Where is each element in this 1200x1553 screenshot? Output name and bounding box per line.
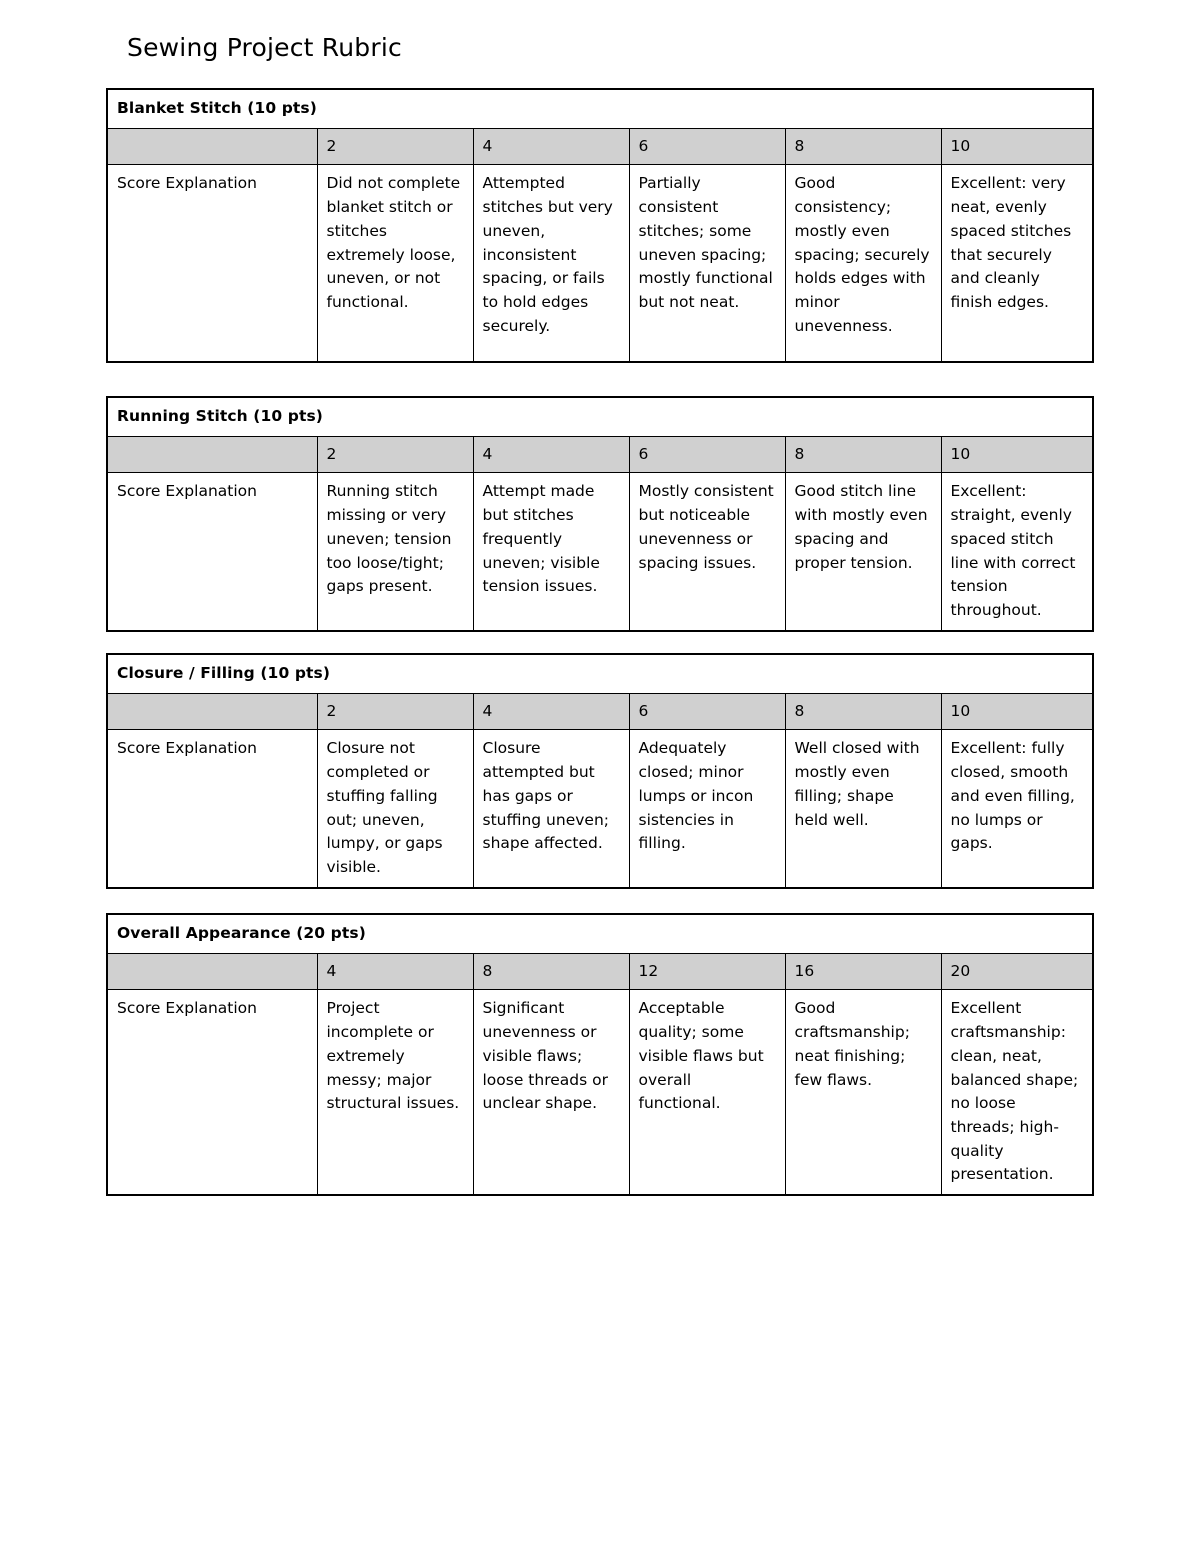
row-label: Score Explanation (106, 472, 318, 632)
descriptor-cell-2: Attempt made but stitches frequently une… (472, 472, 630, 632)
descriptor-cell-5: Excellent: straight, evenly spaced stitc… (940, 472, 1094, 632)
descriptor-cell-3: Acceptable quality; some visible flaws b… (628, 989, 786, 1196)
row-label: Score Explanation (106, 989, 318, 1196)
descriptor-cell-3: Adequately closed; minor lumps or incon … (628, 729, 786, 889)
score-header-blank (106, 692, 318, 731)
score-header-blank (106, 952, 318, 991)
rubric-table-closure-filling: Closure / Filling (10 pts) 2 4 6 8 10 Sc… (106, 653, 1095, 889)
descriptor-cell-5: Excellent: fully closed, smooth and even… (940, 729, 1094, 889)
score-header-5: 10 (940, 127, 1094, 166)
score-header-row: 4 8 12 16 20 (106, 952, 1094, 991)
score-header-row: 2 4 6 8 10 (106, 692, 1094, 731)
score-header-2: 8 (472, 952, 630, 991)
score-header-5: 10 (940, 692, 1094, 731)
section-title: Closure / Filling (10 pts) (106, 653, 1094, 694)
table-row: Score Explanation Project incomplete or … (106, 989, 1094, 1196)
row-label: Score Explanation (106, 729, 318, 889)
score-header-4: 8 (784, 435, 942, 474)
score-header-row: 2 4 6 8 10 (106, 127, 1094, 166)
score-header-1: 2 (316, 127, 474, 166)
score-header-4: 8 (784, 692, 942, 731)
rubric-table-overall-appearance: Overall Appearance (20 pts) 4 8 12 16 20… (106, 913, 1095, 1197)
rubric-table-blanket-stitch: Blanket Stitch (10 pts) 2 4 6 8 10 Score… (106, 88, 1095, 364)
section-title: Blanket Stitch (10 pts) (106, 88, 1094, 129)
score-header-2: 4 (472, 127, 630, 166)
score-header-4: 16 (784, 952, 942, 991)
score-header-blank (106, 435, 318, 474)
descriptor-cell-3: Partially consistent stitches; some unev… (628, 164, 786, 363)
descriptor-cell-2: Significant unevenness or visible flaws;… (472, 989, 630, 1196)
score-header-5: 20 (940, 952, 1094, 991)
score-header-4: 8 (784, 127, 942, 166)
section-title: Running Stitch (10 pts) (106, 396, 1094, 437)
descriptor-cell-5: Excellent: very neat, evenly spaced stit… (940, 164, 1094, 363)
score-header-blank (106, 127, 318, 166)
table-row: Score Explanation Closure not completed … (106, 729, 1094, 889)
descriptor-cell-3: Mostly consistent but noticeable unevenn… (628, 472, 786, 632)
score-header-1: 4 (316, 952, 474, 991)
table-row: Score Explanation Did not complete blank… (106, 164, 1094, 363)
score-header-1: 2 (316, 435, 474, 474)
descriptor-cell-1: Did not complete blanket stitch or stitc… (316, 164, 474, 363)
descriptor-cell-4: Good stitch line with mostly even spacin… (784, 472, 942, 632)
descriptor-cell-2: Attempted stitches but very uneven, inco… (472, 164, 630, 363)
row-label: Score Explanation (106, 164, 318, 363)
section-title: Overall Appearance (20 pts) (106, 913, 1094, 954)
descriptor-cell-5: Excellent craftsmanship: clean, neat, ba… (940, 989, 1094, 1196)
section-title-row: Running Stitch (10 pts) (106, 396, 1094, 437)
section-title-row: Overall Appearance (20 pts) (106, 913, 1094, 954)
score-header-3: 6 (628, 435, 786, 474)
score-header-5: 10 (940, 435, 1094, 474)
section-title-row: Closure / Filling (10 pts) (106, 653, 1094, 694)
score-header-2: 4 (472, 692, 630, 731)
score-header-1: 2 (316, 692, 474, 731)
descriptor-cell-4: Good craftsmanship; neat finishing; few … (784, 989, 942, 1196)
section-title-row: Blanket Stitch (10 pts) (106, 88, 1094, 129)
descriptor-cell-1: Closure not completed or stuffing fallin… (316, 729, 474, 889)
descriptor-cell-1: Running stitch missing or very uneven; t… (316, 472, 474, 632)
score-header-2: 4 (472, 435, 630, 474)
table-row: Score Explanation Running stitch missing… (106, 472, 1094, 632)
rubric-table-running-stitch: Running Stitch (10 pts) 2 4 6 8 10 Score… (106, 396, 1095, 632)
score-header-row: 2 4 6 8 10 (106, 435, 1094, 474)
page-title: Sewing Project Rubric (127, 33, 402, 62)
score-header-3: 12 (628, 952, 786, 991)
descriptor-cell-4: Well closed with mostly even filling; sh… (784, 729, 942, 889)
score-header-3: 6 (628, 692, 786, 731)
descriptor-cell-1: Project incomplete or extremely messy; m… (316, 989, 474, 1196)
descriptor-cell-4: Good consistency; mostly even spacing; s… (784, 164, 942, 363)
descriptor-cell-2: Closure attempted but has gaps or stuffi… (472, 729, 630, 889)
score-header-3: 6 (628, 127, 786, 166)
